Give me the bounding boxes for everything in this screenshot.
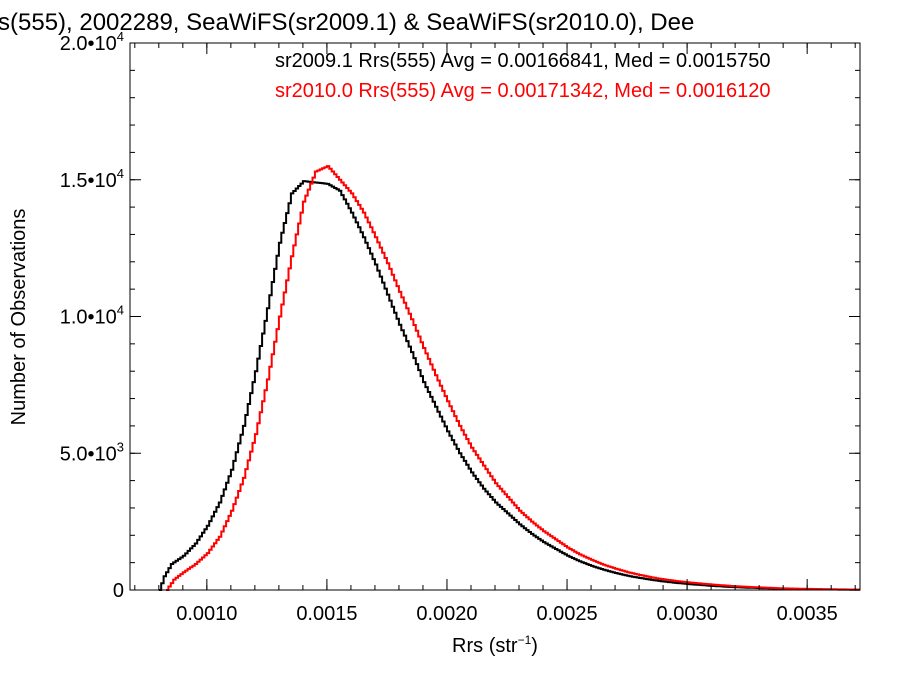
series-line-sr2009 bbox=[158, 180, 860, 591]
x-tick-label: 0.0035 bbox=[777, 603, 838, 625]
y-tick-label: 1.5•104 bbox=[60, 166, 124, 192]
x-tick-label: 0.0010 bbox=[176, 603, 237, 625]
y-tick-label: 0 bbox=[113, 580, 124, 602]
x-tick-label: 0.0025 bbox=[536, 603, 597, 625]
chart-title: s(555), 2002289, SeaWiFS(sr2009.1) & Sea… bbox=[0, 9, 694, 36]
x-axis: 0.0010 0.0015 0.0020 0.0025 0.0030 0.0035 bbox=[134, 43, 856, 625]
y-tick-label: 5.0•103 bbox=[60, 439, 124, 465]
x-axis-label: Rrs (str−1) bbox=[452, 633, 538, 657]
y-axis: 0 5.0•103 1.0•104 1.5•104 2.0•104 bbox=[60, 29, 860, 602]
y-tick-label: 1.0•104 bbox=[60, 303, 124, 329]
plot-frame bbox=[129, 42, 861, 591]
x-tick-label: 0.0030 bbox=[657, 603, 718, 625]
x-tick-label: 0.0015 bbox=[296, 603, 357, 625]
series-line-sr2010 bbox=[166, 165, 860, 591]
legend-entry-sr2009: sr2009.1 Rrs(555) Avg = 0.00166841, Med … bbox=[275, 50, 771, 72]
x-tick-label: 0.0020 bbox=[416, 603, 477, 625]
series-layer bbox=[158, 165, 860, 591]
y-axis-label: Number of Observations bbox=[8, 209, 30, 426]
legend-entry-sr2010: sr2010.0 Rrs(555) Avg = 0.00171342, Med … bbox=[275, 80, 771, 102]
y-tick-label: 2.0•104 bbox=[60, 29, 124, 55]
